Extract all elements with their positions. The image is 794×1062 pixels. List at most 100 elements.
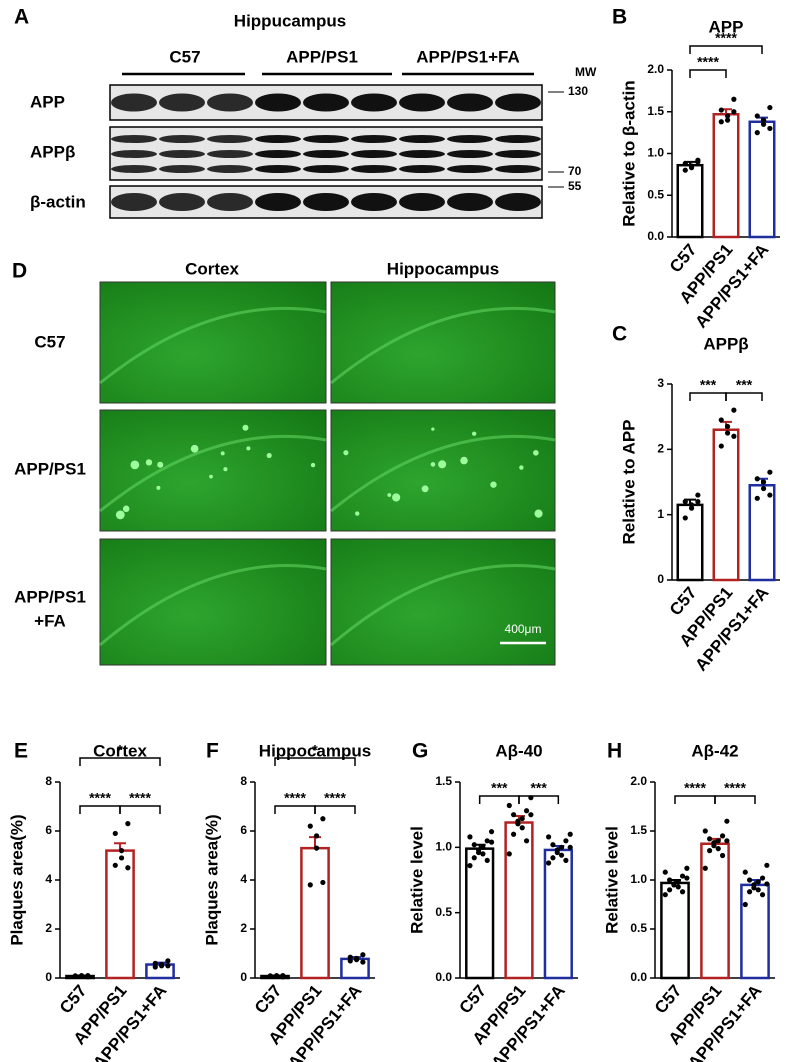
data-point xyxy=(554,849,560,856)
data-point xyxy=(759,875,766,881)
bar xyxy=(543,848,573,980)
blot-band xyxy=(303,93,349,112)
data-point xyxy=(165,958,171,964)
data-point xyxy=(724,818,730,824)
data-point xyxy=(764,881,770,887)
blot-band xyxy=(447,150,493,158)
y-tick-label: 0.0 xyxy=(435,970,452,984)
data-point xyxy=(563,857,569,864)
blot-band xyxy=(207,93,253,112)
column-label: Hippocampus xyxy=(387,259,499,278)
group-label: APP/PS1+FA xyxy=(416,47,519,66)
plaque xyxy=(310,462,316,468)
plaque xyxy=(266,452,272,459)
significance-bracket xyxy=(314,805,356,814)
significance-bracket xyxy=(79,757,161,766)
data-point xyxy=(767,125,773,132)
plaque xyxy=(490,481,497,488)
data-point xyxy=(523,838,530,844)
blot-band xyxy=(159,93,205,112)
data-point xyxy=(742,901,748,908)
significance-label: * xyxy=(117,742,123,758)
blot-band xyxy=(159,150,205,158)
bar xyxy=(676,503,704,582)
data-point xyxy=(695,499,701,505)
data-point xyxy=(273,973,280,979)
data-point xyxy=(480,851,486,857)
chart-title: Hippocampus xyxy=(259,741,371,760)
row-label: APP/PS1 xyxy=(14,587,86,606)
blot-band xyxy=(351,93,397,112)
data-point xyxy=(510,812,517,818)
y-tick-label: 8 xyxy=(45,774,52,788)
significance-bracket xyxy=(674,795,716,804)
mw-marker: 55 xyxy=(568,179,582,193)
data-point xyxy=(567,844,573,850)
data-point xyxy=(158,963,165,969)
significance-bracket xyxy=(119,805,161,814)
micrograph xyxy=(330,281,556,404)
y-tick-label: 2.0 xyxy=(630,774,647,788)
blot-band xyxy=(111,93,157,112)
blot-band xyxy=(399,193,445,211)
blot-band xyxy=(447,165,493,173)
row-label: APPβ xyxy=(30,142,75,161)
data-point xyxy=(563,838,569,844)
data-point xyxy=(754,495,760,501)
plaque xyxy=(157,461,164,468)
y-tick-label: 1 xyxy=(657,507,664,521)
data-point xyxy=(751,885,757,891)
significance-bracket xyxy=(79,805,121,814)
data-point xyxy=(719,852,726,859)
micrograph xyxy=(99,281,327,404)
significance-bracket xyxy=(689,69,727,78)
data-point xyxy=(755,879,761,885)
blot-band xyxy=(447,93,493,112)
significance-label: **** xyxy=(129,790,151,806)
y-tick-label: 0.5 xyxy=(630,921,647,935)
data-point xyxy=(718,119,724,125)
x-tick-label: C57 xyxy=(56,981,91,1017)
bar xyxy=(105,849,135,980)
blot-band xyxy=(399,135,445,143)
data-point xyxy=(347,958,353,964)
group-label: APP/PS1 xyxy=(286,47,358,66)
data-point xyxy=(675,879,681,885)
data-point xyxy=(724,113,731,119)
y-axis-label: Relative level xyxy=(602,826,621,934)
data-point xyxy=(724,430,731,436)
significance-label: *** xyxy=(700,377,717,393)
data-point xyxy=(742,869,748,875)
data-point xyxy=(165,963,171,969)
data-point xyxy=(715,838,721,844)
data-point xyxy=(695,159,701,165)
data-point xyxy=(480,844,486,850)
data-point xyxy=(488,839,495,845)
y-axis-label: Relative to β-actin xyxy=(619,80,638,226)
chart-title: Cortex xyxy=(93,741,147,760)
blot-band xyxy=(159,193,205,211)
blot-band xyxy=(111,193,157,211)
data-point xyxy=(280,972,286,979)
data-point xyxy=(679,889,686,895)
plaque xyxy=(431,427,435,431)
data-point xyxy=(546,834,552,840)
bar xyxy=(504,821,534,980)
data-point xyxy=(313,845,320,851)
y-axis-label: Relative level xyxy=(407,826,426,934)
data-point xyxy=(112,862,118,868)
data-point xyxy=(667,877,673,883)
data-point xyxy=(347,954,353,960)
significance-bracket xyxy=(518,795,560,804)
bar xyxy=(676,163,704,239)
row-label: +FA xyxy=(34,611,66,630)
bar xyxy=(712,428,740,582)
blot-band xyxy=(159,135,205,143)
data-point xyxy=(78,973,85,979)
data-point xyxy=(760,121,767,127)
bar xyxy=(300,846,330,980)
data-point xyxy=(707,848,713,854)
y-tick-label: 0.5 xyxy=(435,905,452,919)
data-point xyxy=(152,960,158,966)
tissue-layer xyxy=(99,434,327,513)
